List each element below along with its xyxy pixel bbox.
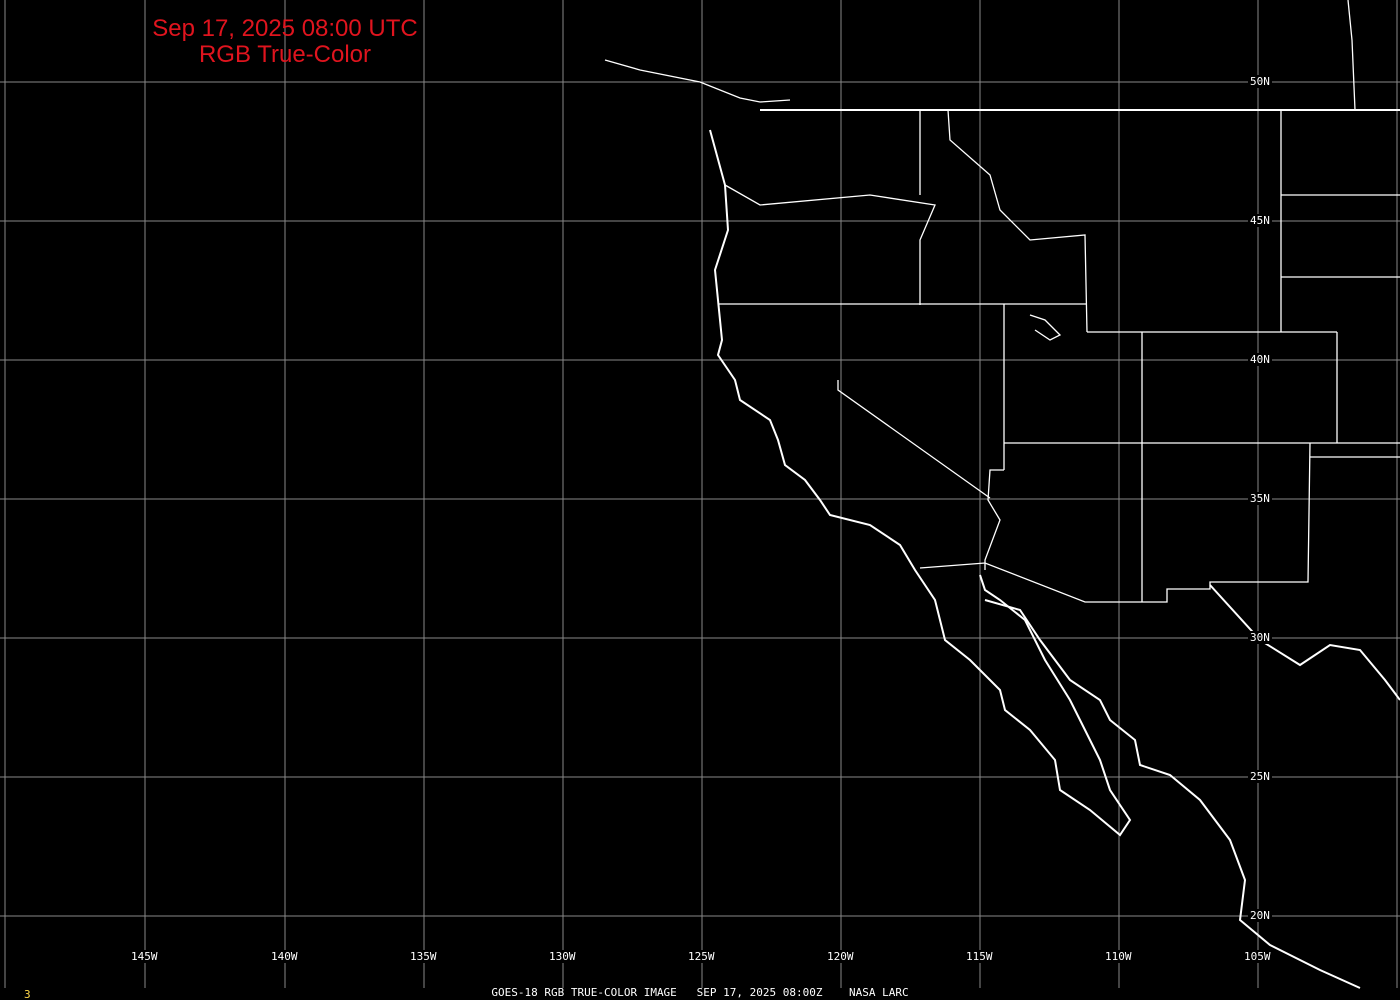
latitude-label: 35N [1248, 492, 1272, 505]
longitude-label: 130W [549, 950, 576, 963]
longitude-label: 105W [1244, 950, 1271, 963]
wa-or-border [724, 184, 936, 305]
mt-nd-border [1347, 0, 1356, 111]
longitude-label: 120W [827, 950, 854, 963]
image-product: RGB True-Color [198, 41, 372, 68]
longitude-label: 110W [1105, 950, 1132, 963]
ca-az-border [984, 469, 1004, 570]
bc-coast [604, 59, 791, 103]
coastlines-and-borders [604, 0, 1400, 989]
longitude-label: 125W [688, 950, 715, 963]
latitude-label: 25N [1248, 770, 1272, 783]
latitude-label: 40N [1248, 353, 1272, 366]
image-timestamp: Sep 17, 2025 08:00 UTC [152, 15, 418, 42]
latitude-label: 20N [1248, 909, 1272, 922]
frame-number: 3 [24, 988, 31, 1000]
great-salt-lake [1029, 314, 1062, 341]
mexico-border [919, 442, 1311, 603]
latitude-label: 50N [1248, 75, 1272, 88]
longitude-label: 135W [410, 950, 437, 963]
footer-caption: GOES-18 RGB TRUE-COLOR IMAGE SEP 17, 202… [491, 986, 909, 999]
longitude-label: 145W [131, 950, 158, 963]
ca-nv-border [837, 380, 991, 499]
id-mt-border [947, 109, 1088, 333]
longitude-label: 115W [966, 950, 993, 963]
longitude-label: 140W [271, 950, 298, 963]
latitude-label: 45N [1248, 214, 1272, 227]
mainland-mexico-coast [984, 599, 1361, 989]
latitude-label: 30N [1248, 631, 1272, 644]
gulf-coast [1209, 584, 1400, 701]
pacific-coast [709, 129, 1132, 837]
